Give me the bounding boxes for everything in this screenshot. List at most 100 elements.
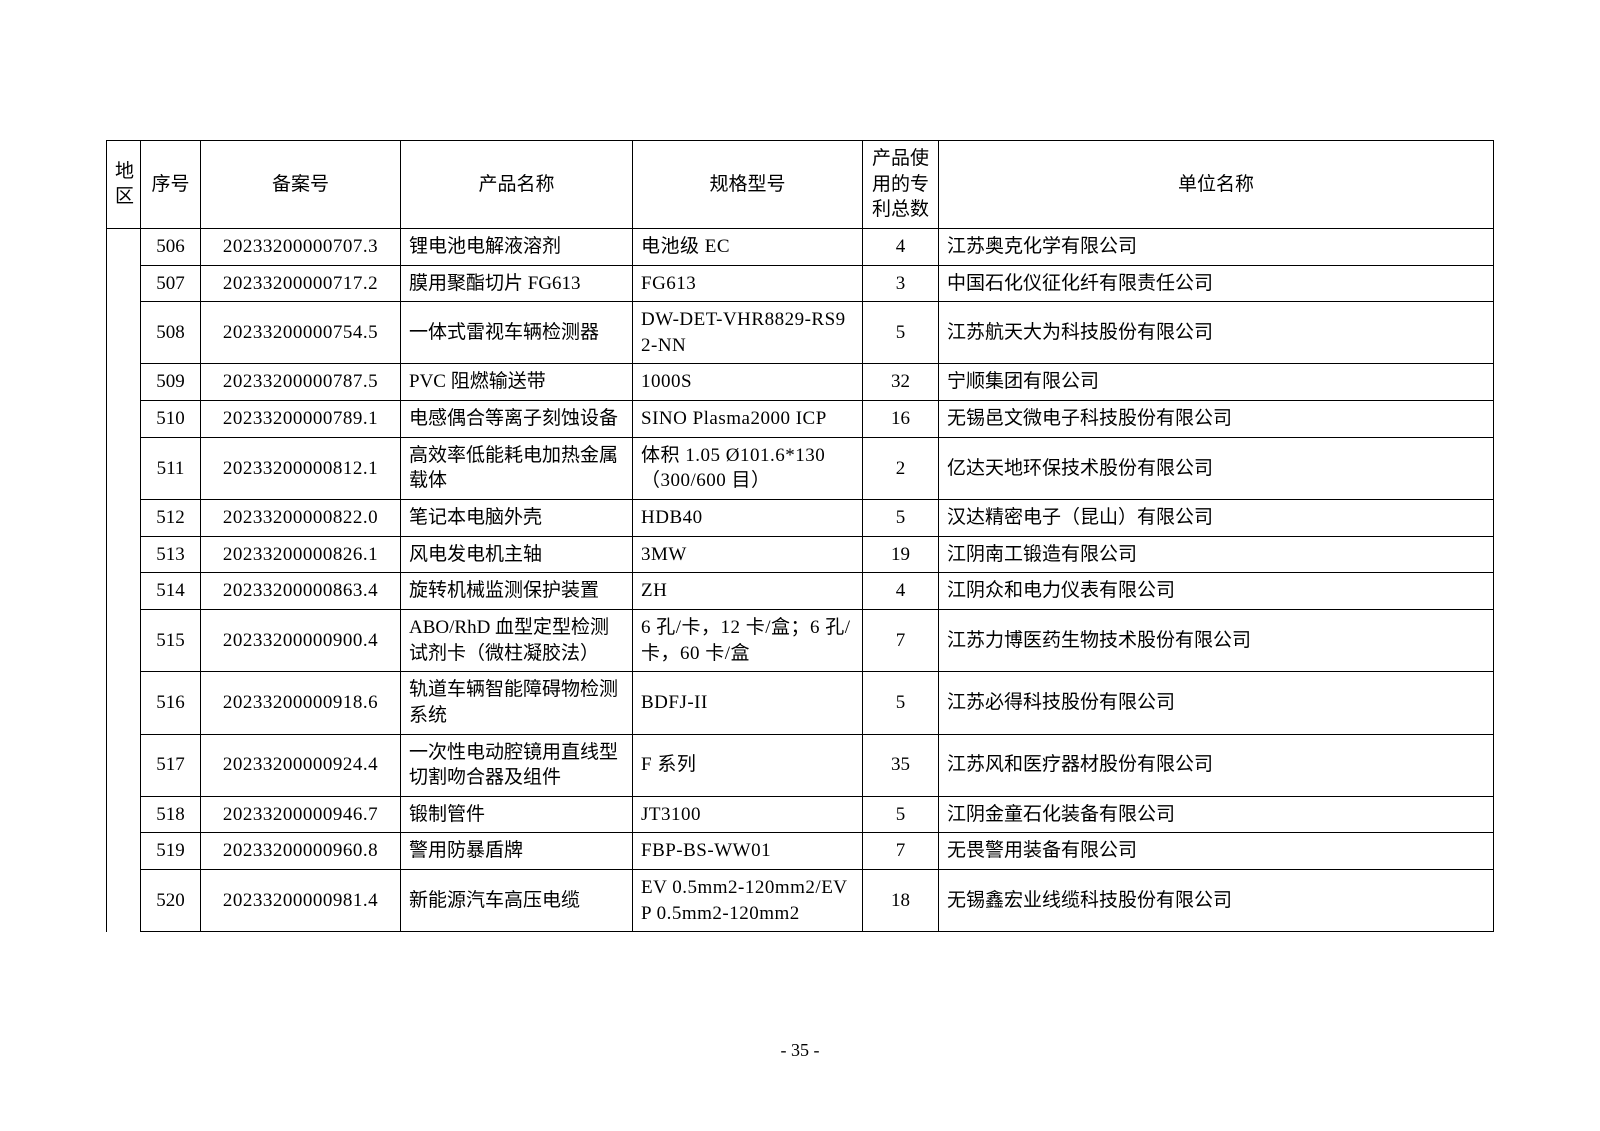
spec-cell: 电池级 EC: [633, 228, 863, 265]
spec-cell: 体积 1.05 Ø101.6*130（300/600 目）: [633, 437, 863, 499]
company-cell: 无锡鑫宏业线缆科技股份有限公司: [939, 870, 1494, 932]
table-row: 51020233200000789.1电感偶合等离子刻蚀设备SINO Plasm…: [107, 401, 1494, 438]
table-row: 52020233200000981.4新能源汽车高压电缆EV 0.5mm2-12…: [107, 870, 1494, 932]
patent-cell: 19: [863, 536, 939, 573]
patent-cell: 5: [863, 672, 939, 734]
filing-cell: 20233200000918.6: [201, 672, 401, 734]
patent-cell: 5: [863, 302, 939, 364]
spec-cell: DW-DET-VHR8829-RS92-NN: [633, 302, 863, 364]
filing-cell: 20233200000812.1: [201, 437, 401, 499]
spec-cell: 3MW: [633, 536, 863, 573]
filing-cell: 20233200000754.5: [201, 302, 401, 364]
patent-cell: 2: [863, 437, 939, 499]
company-cell: 汉达精密电子（昆山）有限公司: [939, 500, 1494, 537]
seq-cell: 506: [141, 228, 201, 265]
seq-cell: 511: [141, 437, 201, 499]
seq-cell: 514: [141, 573, 201, 610]
patent-cell: 18: [863, 870, 939, 932]
table-row: 51520233200000900.4ABO/RhD 血型定型检测试剂卡（微柱凝…: [107, 609, 1494, 671]
table-header: 地区 序号 备案号 产品名称 规格型号 产品使用的专利总数 单位名称: [107, 141, 1494, 229]
seq-cell: 518: [141, 796, 201, 833]
filing-cell: 20233200000717.2: [201, 265, 401, 302]
product-cell: ABO/RhD 血型定型检测试剂卡（微柱凝胶法）: [401, 609, 633, 671]
company-cell: 江阴金童石化装备有限公司: [939, 796, 1494, 833]
table-body: 50620233200000707.3锂电池电解液溶剂电池级 EC4江苏奥克化学…: [107, 228, 1494, 931]
company-cell: 中国石化仪征化纤有限责任公司: [939, 265, 1494, 302]
table-row: 51820233200000946.7锻制管件JT31005江阴金童石化装备有限…: [107, 796, 1494, 833]
spec-cell: JT3100: [633, 796, 863, 833]
product-cell: 笔记本电脑外壳: [401, 500, 633, 537]
patent-cell: 16: [863, 401, 939, 438]
header-company: 单位名称: [939, 141, 1494, 229]
patent-cell: 5: [863, 796, 939, 833]
company-cell: 江苏奥克化学有限公司: [939, 228, 1494, 265]
filing-cell: 20233200000981.4: [201, 870, 401, 932]
spec-cell: HDB40: [633, 500, 863, 537]
seq-cell: 517: [141, 734, 201, 796]
spec-cell: 1000S: [633, 364, 863, 401]
seq-cell: 513: [141, 536, 201, 573]
spec-cell: FG613: [633, 265, 863, 302]
page-container: 地区 序号 备案号 产品名称 规格型号 产品使用的专利总数 单位名称 50620…: [0, 0, 1600, 932]
product-cell: PVC 阻燃输送带: [401, 364, 633, 401]
spec-cell: SINO Plasma2000 ICP: [633, 401, 863, 438]
spec-cell: FBP-BS-WW01: [633, 833, 863, 870]
patent-cell: 32: [863, 364, 939, 401]
filing-cell: 20233200000787.5: [201, 364, 401, 401]
company-cell: 江阴南工锻造有限公司: [939, 536, 1494, 573]
filing-cell: 20233200000863.4: [201, 573, 401, 610]
table-row: 51220233200000822.0笔记本电脑外壳HDB405汉达精密电子（昆…: [107, 500, 1494, 537]
patent-cell: 4: [863, 573, 939, 610]
seq-cell: 516: [141, 672, 201, 734]
filing-cell: 20233200000826.1: [201, 536, 401, 573]
company-cell: 江阴众和电力仪表有限公司: [939, 573, 1494, 610]
product-cell: 电感偶合等离子刻蚀设备: [401, 401, 633, 438]
spec-cell: F 系列: [633, 734, 863, 796]
spec-cell: 6 孔/卡，12 卡/盒；6 孔/卡，60 卡/盒: [633, 609, 863, 671]
table-row: 50820233200000754.5一体式雷视车辆检测器DW-DET-VHR8…: [107, 302, 1494, 364]
company-cell: 无锡邑文微电子科技股份有限公司: [939, 401, 1494, 438]
product-cell: 膜用聚酯切片 FG613: [401, 265, 633, 302]
product-cell: 风电发电机主轴: [401, 536, 633, 573]
table-row: 51720233200000924.4一次性电动腔镜用直线型切割吻合器及组件F …: [107, 734, 1494, 796]
product-cell: 高效率低能耗电加热金属载体: [401, 437, 633, 499]
product-cell: 警用防暴盾牌: [401, 833, 633, 870]
company-cell: 江苏必得科技股份有限公司: [939, 672, 1494, 734]
table-row: 51620233200000918.6轨道车辆智能障碍物检测系统BDFJ-II5…: [107, 672, 1494, 734]
table-row: 51320233200000826.1风电发电机主轴3MW19江阴南工锻造有限公…: [107, 536, 1494, 573]
spec-cell: ZH: [633, 573, 863, 610]
table-row: 51420233200000863.4旋转机械监测保护装置ZH4江阴众和电力仪表…: [107, 573, 1494, 610]
table-row: 50920233200000787.5PVC 阻燃输送带1000S32宁顺集团有…: [107, 364, 1494, 401]
filing-cell: 20233200000900.4: [201, 609, 401, 671]
seq-cell: 519: [141, 833, 201, 870]
company-cell: 宁顺集团有限公司: [939, 364, 1494, 401]
seq-cell: 510: [141, 401, 201, 438]
table-row: 51120233200000812.1高效率低能耗电加热金属载体体积 1.05 …: [107, 437, 1494, 499]
filing-cell: 20233200000789.1: [201, 401, 401, 438]
table-row: 51920233200000960.8警用防暴盾牌FBP-BS-WW017无畏警…: [107, 833, 1494, 870]
patent-cell: 7: [863, 833, 939, 870]
seq-cell: 515: [141, 609, 201, 671]
product-cell: 锻制管件: [401, 796, 633, 833]
product-cell: 一体式雷视车辆检测器: [401, 302, 633, 364]
seq-cell: 512: [141, 500, 201, 537]
patent-cell: 35: [863, 734, 939, 796]
patent-cell: 5: [863, 500, 939, 537]
header-patent: 产品使用的专利总数: [863, 141, 939, 229]
seq-cell: 520: [141, 870, 201, 932]
patent-cell: 3: [863, 265, 939, 302]
header-seq: 序号: [141, 141, 201, 229]
product-cell: 旋转机械监测保护装置: [401, 573, 633, 610]
table-row: 50720233200000717.2膜用聚酯切片 FG613FG6133中国石…: [107, 265, 1494, 302]
region-cell: [107, 228, 141, 931]
company-cell: 江苏航天大为科技股份有限公司: [939, 302, 1494, 364]
filing-cell: 20233200000960.8: [201, 833, 401, 870]
spec-cell: BDFJ-II: [633, 672, 863, 734]
seq-cell: 507: [141, 265, 201, 302]
company-cell: 江苏风和医疗器材股份有限公司: [939, 734, 1494, 796]
company-cell: 江苏力博医药生物技术股份有限公司: [939, 609, 1494, 671]
spec-cell: EV 0.5mm2-120mm2/EVP 0.5mm2-120mm2: [633, 870, 863, 932]
header-product: 产品名称: [401, 141, 633, 229]
filing-cell: 20233200000822.0: [201, 500, 401, 537]
header-spec: 规格型号: [633, 141, 863, 229]
